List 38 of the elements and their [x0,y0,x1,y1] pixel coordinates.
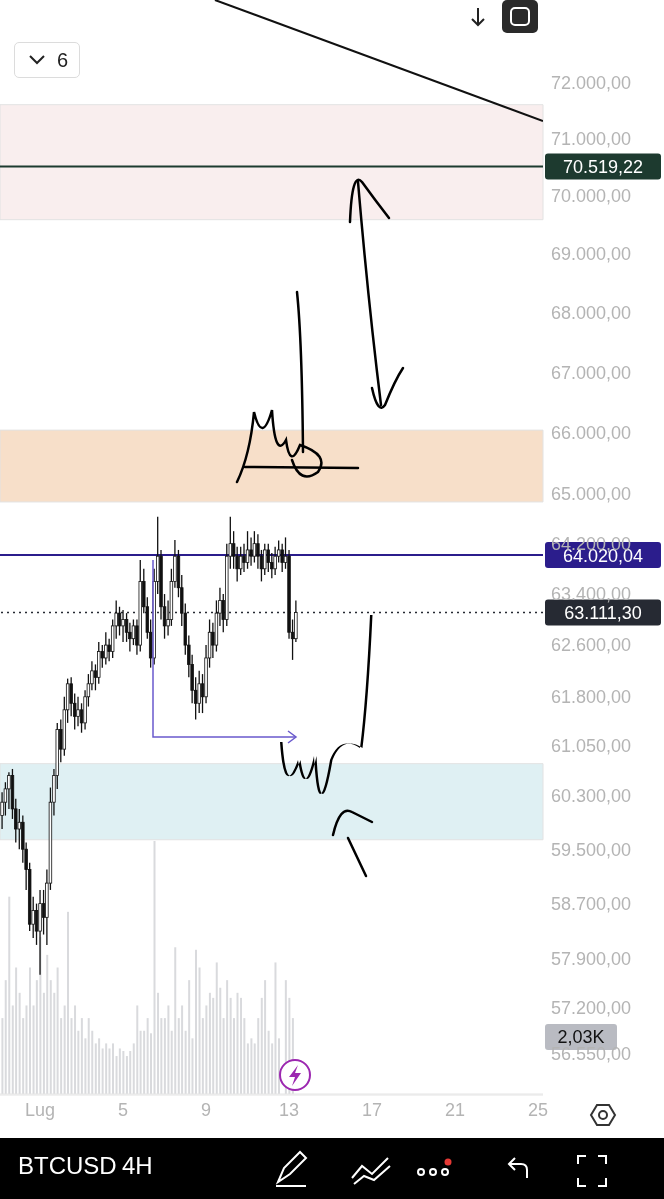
candlestick [17,808,21,850]
y-tick-label: 60.300,00 [551,785,632,806]
y-tick-label: 59.500,00 [551,839,632,860]
y-tick-label: 70.000,00 [551,186,632,207]
y-tick-label: 61.050,00 [551,736,632,757]
y-tick-label: 72.000,00 [551,73,632,94]
x-tick-label: 21 [445,1099,466,1120]
y-tick-label: 71.000,00 [551,129,632,150]
y-tick-label: 68.000,00 [551,302,632,323]
candlestick [252,530,257,564]
x-tick-label: 17 [362,1099,383,1120]
y-tick-label: 58.700,00 [551,894,632,914]
ref-line-label: 70.519,22 [562,157,644,178]
y-tick-label: 67.000,00 [551,362,632,383]
candlestick [245,530,250,570]
text: 2,03K [545,1024,617,1050]
candlestick [249,536,253,567]
y-tick-label: 66.000,00 [551,422,632,443]
y-tick-label: 65.000,00 [551,484,632,505]
text: BTCUSD [18,1152,117,1180]
candlestick [238,546,243,576]
candlestick [104,631,108,666]
y-tick-label: 57.900,00 [551,949,632,970]
ref-line-label: 63.111,30 [564,603,642,624]
x-tick-label: 5 [118,1099,129,1120]
y-tick-label: 61.800,00 [551,687,632,708]
annotation: 6 [57,48,69,72]
candlestick [121,609,125,643]
y-tick-label: 62.600,00 [551,635,632,656]
x-tick-label: Lug [25,1099,56,1120]
candlestick [242,543,246,573]
x-tick-label: 13 [279,1099,300,1120]
y-tick-label: 69.000,00 [551,244,632,265]
x-tick-label: 25 [528,1099,549,1120]
text: 4H [122,1152,153,1180]
x-tick-label: 9 [201,1099,212,1120]
y-tick-label: 57.200,00 [551,998,632,1019]
candlestick [76,696,80,727]
